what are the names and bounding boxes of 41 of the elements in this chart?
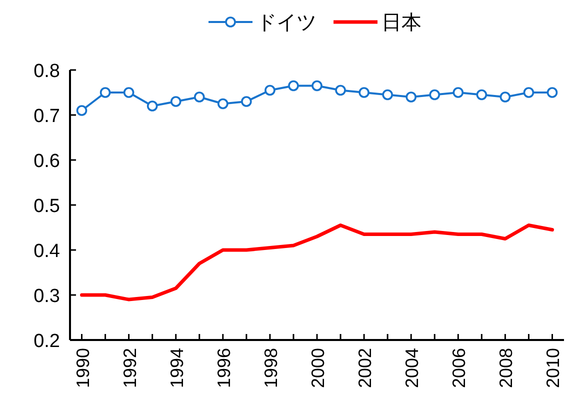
point (194, 92, 205, 102)
y-tick-label: 0.8 (34, 61, 60, 82)
legend-label: 日本 (382, 12, 422, 34)
x-tick-label: 1992 (120, 348, 140, 388)
point (429, 89, 440, 100)
y-tick-label: 0.6 (34, 151, 60, 172)
x-tick-label: 2008 (496, 348, 516, 388)
x-tick-label: 2010 (543, 348, 564, 388)
y-tick-label: 0.5 (34, 196, 60, 217)
point (218, 98, 228, 110)
y-tick-label: 0.4 (34, 241, 60, 262)
point (406, 92, 416, 102)
point (335, 84, 346, 96)
point (476, 89, 488, 100)
y-tick-label: 0.2 (34, 331, 60, 352)
point (500, 92, 511, 102)
point (264, 84, 276, 96)
x-tick-label: 1998 (260, 348, 281, 388)
point (288, 80, 299, 92)
point (170, 96, 182, 107)
x-tick-label: 1994 (166, 348, 187, 388)
y-tick-label: 0.3 (34, 286, 60, 307)
point (312, 80, 322, 92)
x-tick-label: 2002 (355, 348, 376, 388)
x-tick-label: 2004 (402, 348, 422, 388)
y-tick-label: 0.7 (34, 106, 60, 127)
point (452, 87, 464, 98)
point (382, 89, 393, 100)
point (146, 100, 158, 112)
x-tick-label: 1996 (214, 348, 234, 388)
point (523, 87, 534, 98)
point (123, 87, 134, 98)
x-tick-label: 1990 (72, 348, 93, 388)
legend-label: ドイツ (256, 12, 316, 34)
x-tick-label: 2000 (308, 348, 328, 388)
point (546, 87, 558, 98)
x-tick-label: 2006 (449, 348, 470, 388)
point (241, 96, 252, 107)
point (76, 105, 88, 116)
point (358, 87, 370, 98)
point (100, 87, 111, 98)
